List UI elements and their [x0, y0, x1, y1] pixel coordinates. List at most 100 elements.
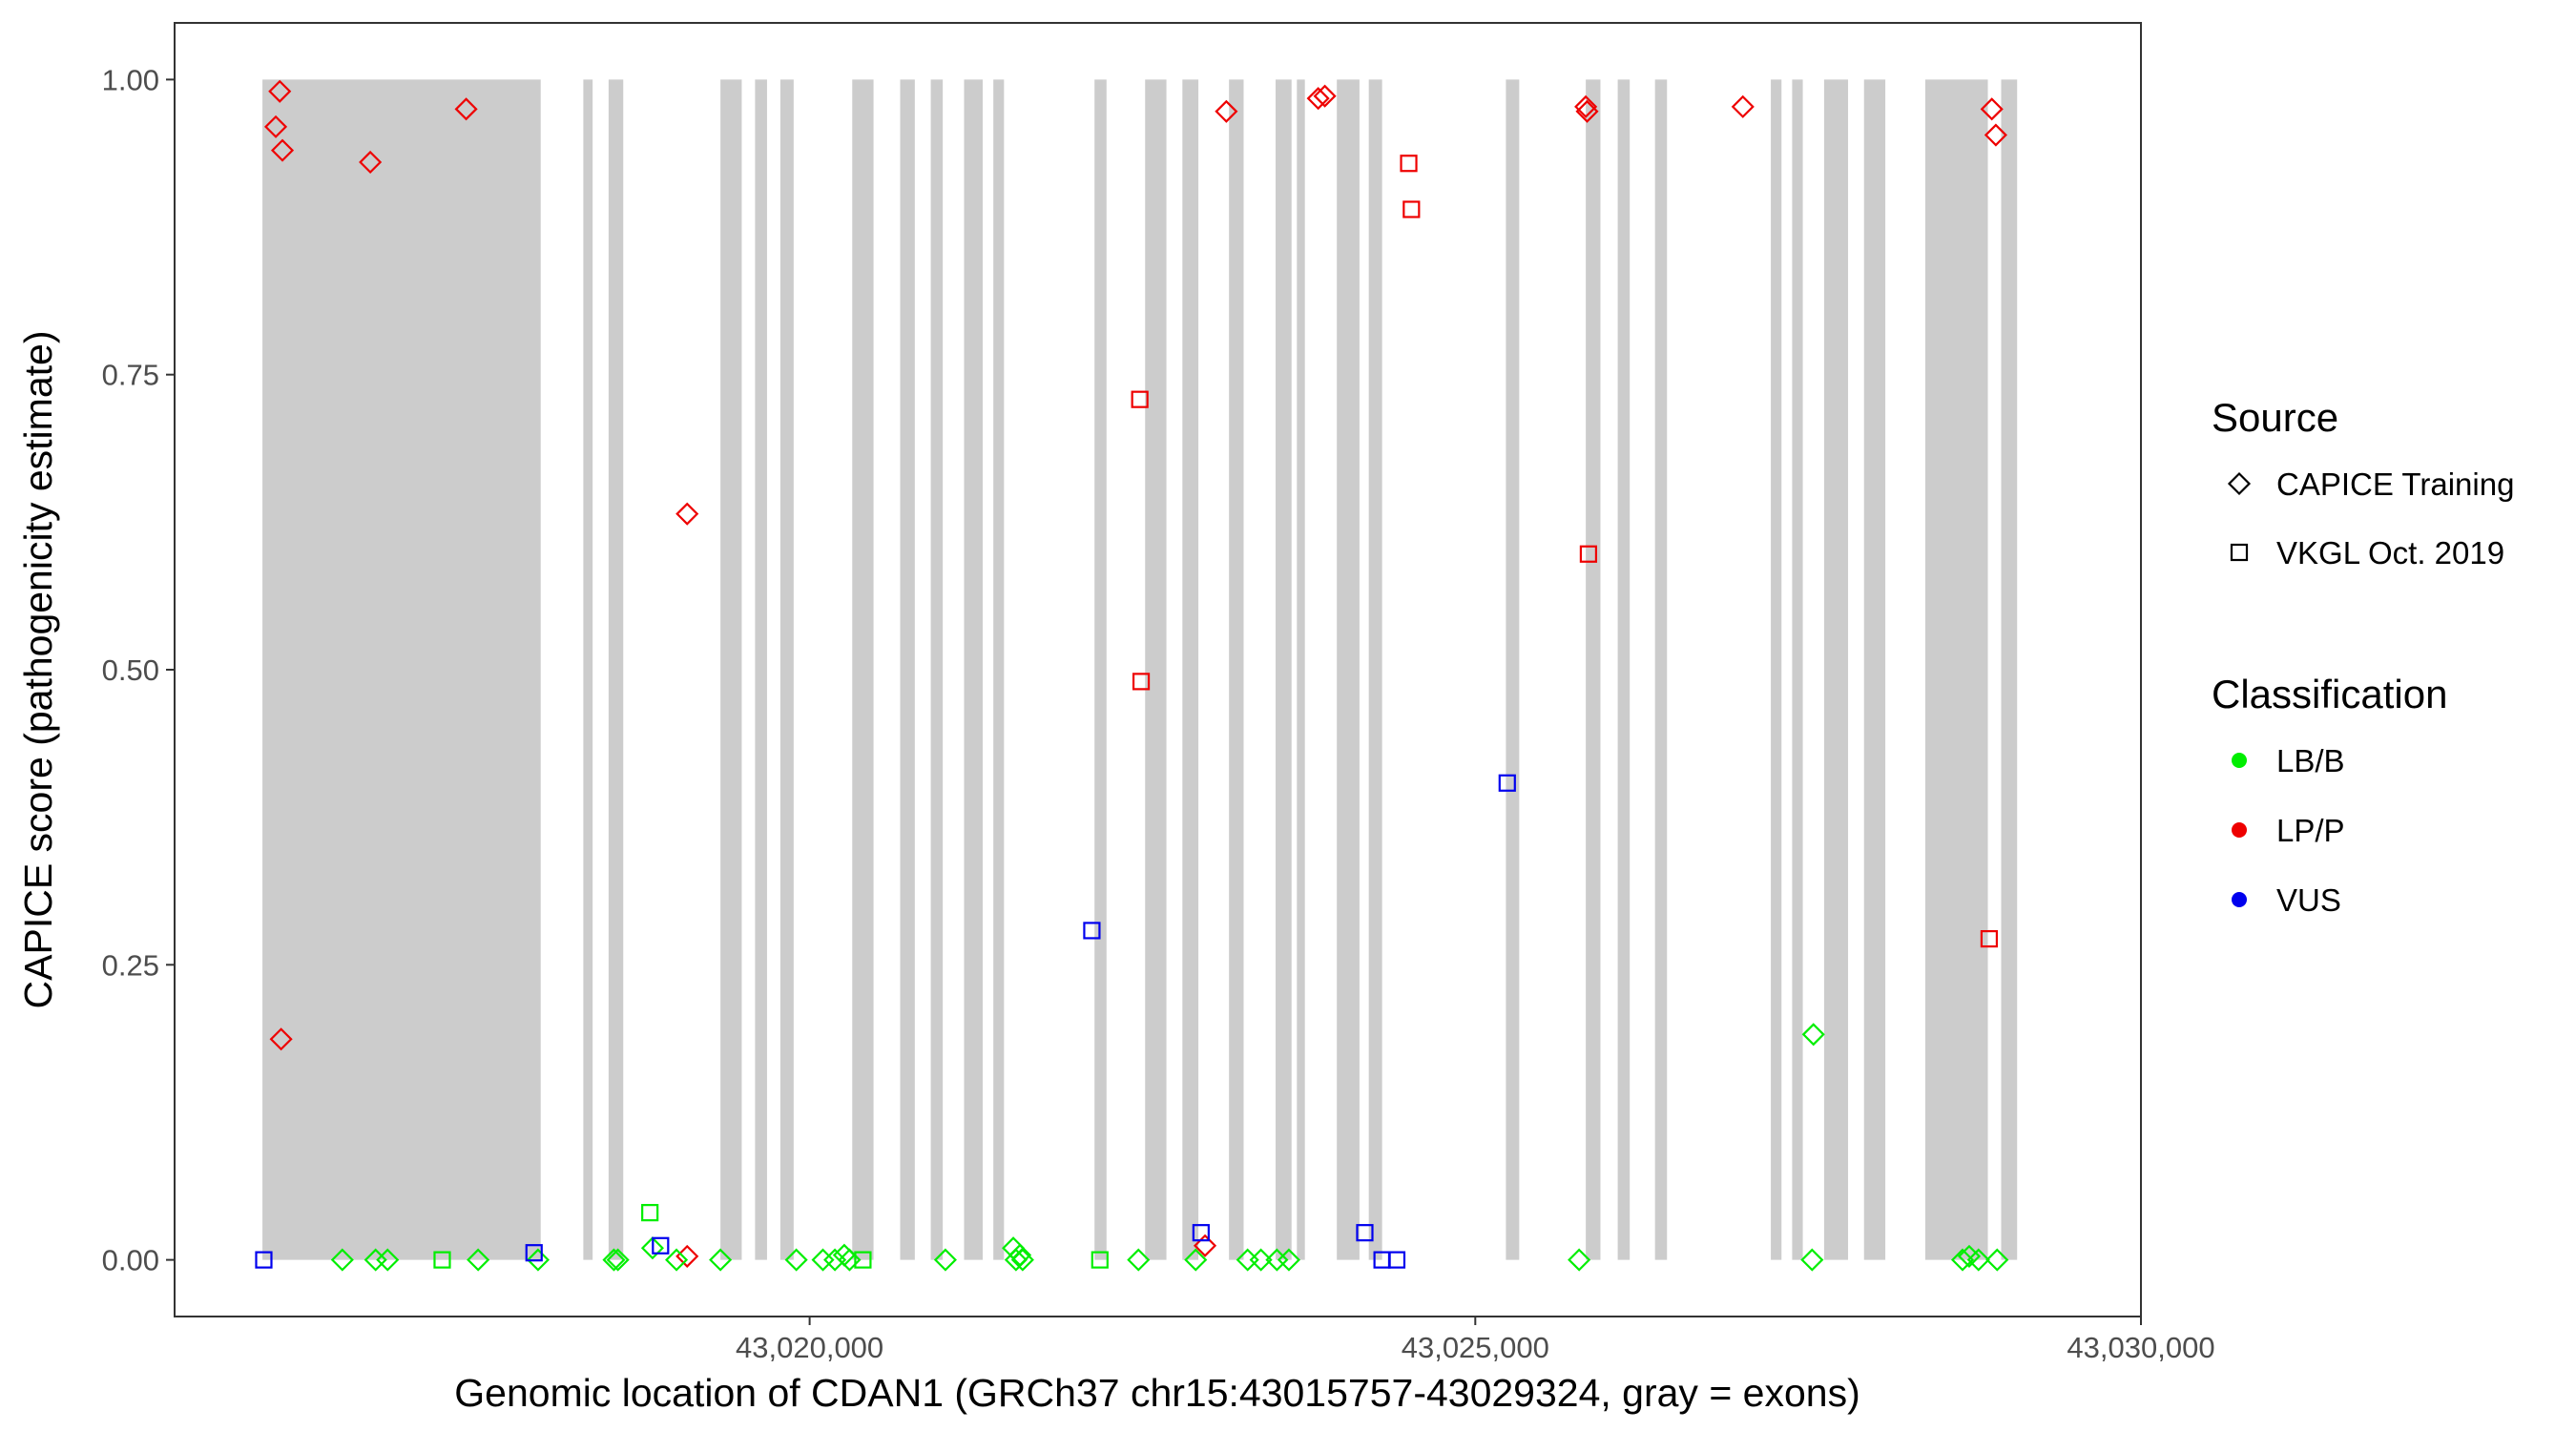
data-point — [1356, 1224, 1374, 1242]
point-layer — [255, 79, 2009, 1272]
data-point — [376, 1248, 400, 1272]
data-point — [1193, 1234, 1217, 1257]
data-point — [1127, 1248, 1151, 1272]
data-point — [1132, 673, 1151, 691]
y-tick-label: 0.75 — [102, 359, 159, 392]
y-axis-title: CAPICE score (pathogenicity estimate) — [16, 331, 60, 1009]
data-point — [1313, 84, 1337, 108]
exon-band — [1297, 79, 1305, 1260]
exon-band — [779, 79, 794, 1260]
data-point — [1984, 123, 2007, 147]
data-point — [1008, 1243, 1032, 1267]
data-point — [675, 502, 699, 526]
exon-band — [1586, 79, 1601, 1260]
axis-layer: 0.00 0.25 0.50 0.75 1.00 43,020,000 43,025,000… — [102, 63, 2215, 1364]
x-tick-label: 43,025,000 — [1402, 1331, 1549, 1364]
data-point — [1985, 1248, 2009, 1272]
data-point — [526, 1248, 550, 1272]
legend-label-classification: LB/B — [2276, 743, 2345, 778]
exon-band — [1275, 79, 1292, 1260]
y-tick-label: 0.50 — [102, 653, 159, 687]
data-point — [1091, 1251, 1109, 1269]
exon-band — [1654, 79, 1668, 1260]
data-point — [1083, 922, 1101, 940]
legend-label-source: VKGL Oct. 2019 — [2276, 535, 2504, 570]
data-point — [467, 1248, 490, 1272]
legend-key-dot — [2232, 892, 2247, 907]
data-point — [1801, 1023, 1825, 1047]
data-point — [1800, 1248, 1824, 1272]
data-point — [1574, 94, 1598, 118]
legend-title-source: Source — [2212, 395, 2338, 440]
data-point — [665, 1248, 689, 1272]
exon-band — [1924, 79, 1988, 1260]
y-tick-label: 0.25 — [102, 948, 159, 982]
data-point — [1306, 87, 1330, 111]
data-point — [1192, 1224, 1210, 1242]
data-point — [823, 1248, 847, 1272]
exon-band — [1337, 79, 1360, 1260]
data-point — [811, 1248, 835, 1272]
data-point — [1980, 929, 1999, 948]
legend-key-dot — [2232, 822, 2247, 838]
data-point — [606, 1248, 630, 1272]
exon-band — [964, 79, 984, 1260]
exon-band — [1792, 79, 1803, 1260]
data-point — [1184, 1248, 1208, 1272]
y-tick-label: 1.00 — [102, 63, 159, 96]
exon-band — [2001, 79, 2018, 1260]
data-point — [1966, 1248, 1990, 1272]
exon-band — [900, 79, 915, 1260]
data-point — [1402, 200, 1421, 218]
data-point — [268, 79, 292, 103]
x-tick-label: 43,020,000 — [736, 1331, 883, 1364]
legend-class-items: LB/B LP/P VUS — [2232, 743, 2345, 918]
data-point — [1575, 99, 1599, 123]
legend-source-items: CAPICE Training VKGL Oct. 2019 — [2227, 467, 2514, 570]
exon-band — [1863, 79, 1886, 1260]
data-point — [641, 1204, 659, 1222]
exon-band — [583, 79, 593, 1260]
exon-band — [755, 79, 767, 1260]
exon-band — [608, 79, 624, 1260]
exon-band — [1368, 79, 1382, 1260]
data-point — [330, 1248, 354, 1272]
exon-band — [930, 79, 944, 1260]
data-point — [525, 1244, 543, 1262]
data-point — [854, 1251, 872, 1269]
data-point — [454, 97, 478, 121]
data-point — [709, 1248, 733, 1272]
data-point — [1010, 1248, 1034, 1272]
data-point — [1387, 1251, 1406, 1269]
exon-band — [993, 79, 1005, 1260]
data-point — [1980, 97, 2004, 121]
data-point — [933, 1248, 957, 1272]
exon-band — [1771, 79, 1782, 1260]
legend-key-diamond — [2227, 471, 2252, 496]
legend-label-source: CAPICE Training — [2276, 467, 2514, 502]
data-point — [1731, 94, 1755, 118]
data-point — [1400, 155, 1418, 173]
data-point — [675, 1244, 699, 1268]
data-point — [1498, 774, 1516, 792]
exon-band — [1229, 79, 1244, 1260]
data-point — [1215, 99, 1238, 123]
data-point — [269, 1027, 293, 1051]
data-point — [1249, 1248, 1273, 1272]
legend: Source CAPICE Training VKGL Oct. 2019 Cla… — [2212, 395, 2514, 918]
data-point — [1004, 1248, 1028, 1272]
data-point — [433, 1251, 451, 1269]
data-point — [1950, 1248, 1975, 1272]
exon-band — [1617, 79, 1631, 1260]
legend-title-classification: Classification — [2212, 672, 2447, 716]
exon-band — [1823, 79, 1849, 1260]
legend-key-square — [2230, 543, 2249, 562]
x-axis-title: Genomic location of CDAN1 (GRCh37 chr15:… — [454, 1371, 1859, 1415]
data-point — [255, 1251, 273, 1269]
legend-label-classification: VUS — [2276, 882, 2341, 918]
data-point — [640, 1236, 665, 1260]
data-point — [263, 114, 288, 138]
data-point — [602, 1248, 626, 1272]
exon-layer — [262, 79, 2018, 1260]
